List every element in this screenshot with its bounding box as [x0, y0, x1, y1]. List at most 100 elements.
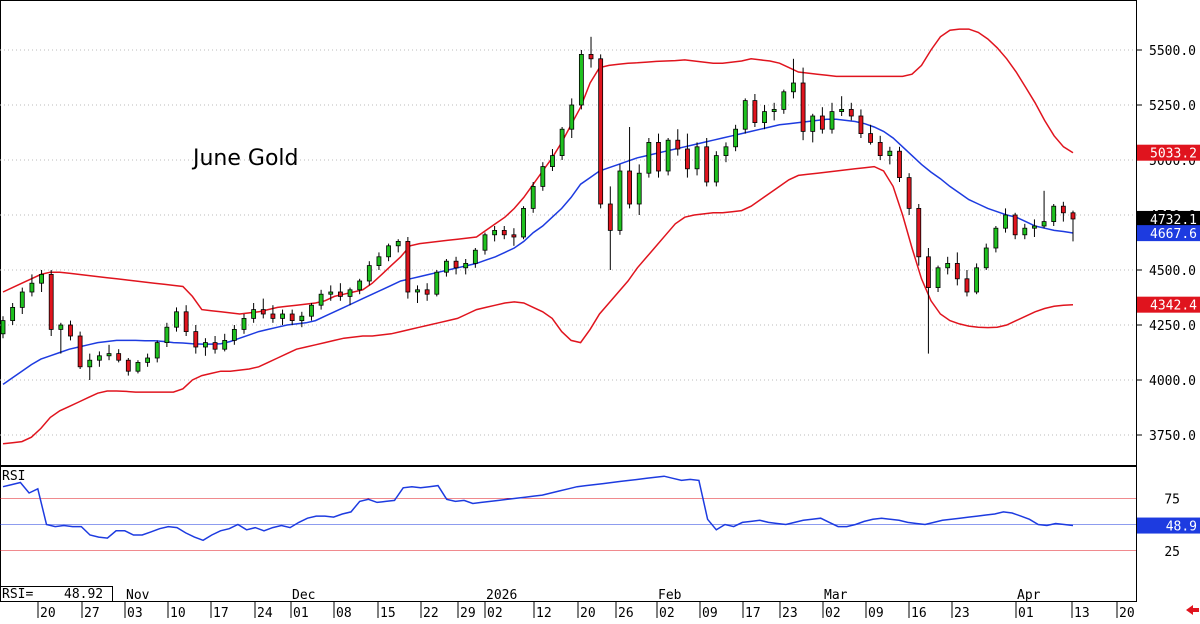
candle [578, 50, 584, 110]
x-tick-label: 08 [336, 606, 352, 621]
candle [945, 256, 951, 275]
candle [212, 336, 218, 354]
x-tick-label: 03 [127, 606, 143, 621]
x-tick-label: 23 [954, 606, 970, 621]
candle-body [511, 234, 517, 238]
candle [791, 58, 796, 99]
candle-body [193, 331, 199, 348]
candle-body [1003, 214, 1008, 229]
bollinger-band-line [2, 165, 1074, 445]
candle-body [174, 311, 179, 328]
candle-body [791, 82, 796, 93]
candle [1012, 212, 1018, 240]
price-label-box [1137, 296, 1200, 313]
candle-body [588, 54, 594, 60]
candle [1032, 219, 1037, 237]
candle [68, 320, 73, 341]
price-label-text: 5033.2 [1150, 147, 1197, 162]
candle-body [328, 291, 334, 295]
candle-body [251, 309, 257, 319]
candle [550, 149, 555, 171]
candle-body [819, 115, 825, 130]
candle [376, 252, 382, 270]
candle-body [309, 304, 314, 317]
candle [530, 182, 536, 213]
candle [183, 305, 189, 336]
candle-body [395, 240, 401, 247]
x-tick-label: 27 [84, 606, 100, 621]
candle-body [19, 291, 25, 308]
rsi-y-tick-label: 25 [1164, 545, 1180, 560]
x-tick-label: 24 [257, 606, 273, 621]
candle [203, 338, 208, 356]
candle-body [993, 227, 999, 249]
candle-body [145, 357, 150, 363]
candle [116, 349, 122, 363]
candle-body [424, 289, 430, 295]
y-tick-label: 3750.0 [1149, 429, 1196, 444]
price-label-box [1137, 225, 1200, 242]
candle-body [781, 91, 787, 110]
candle-body [704, 146, 710, 183]
candle-body [839, 109, 845, 113]
candle [395, 239, 401, 253]
candle [598, 54, 604, 209]
price-label-box [1137, 144, 1200, 161]
candle-body [858, 115, 864, 135]
x-tick-label: 10 [170, 606, 186, 621]
candle-body [366, 265, 372, 282]
candle [174, 307, 179, 332]
candle-body [752, 100, 758, 123]
candle [954, 252, 960, 286]
price-label: 5033.2 [1137, 144, 1200, 162]
candle-body [492, 229, 498, 236]
candle [10, 303, 16, 325]
candle-body [154, 342, 160, 359]
candle [453, 256, 459, 275]
candle [251, 303, 257, 323]
candle [868, 124, 873, 145]
bollinger-band-line [2, 28, 1074, 315]
candle [656, 133, 661, 178]
price-label-text: 4732.1 [1150, 213, 1197, 228]
candle [434, 270, 440, 297]
candle-body [444, 260, 449, 273]
candle [810, 113, 816, 143]
candle-body [694, 146, 700, 170]
candle-body [125, 359, 131, 372]
candle [222, 333, 228, 352]
candle-body [617, 170, 623, 231]
x-tick-label: 09 [868, 606, 884, 621]
candle-body [58, 324, 64, 330]
candle [154, 340, 160, 363]
candle [366, 261, 372, 286]
candle-body [357, 280, 363, 291]
candle [318, 289, 324, 310]
candle [1070, 210, 1076, 242]
x-tick-label: 02 [659, 606, 675, 621]
candle [935, 265, 941, 292]
candle-body [877, 141, 883, 156]
candle [241, 314, 247, 334]
rsi-last-text: 48.9 [1166, 520, 1197, 535]
scroll-left-arrow-icon[interactable] [1186, 605, 1199, 615]
candle-body [260, 309, 266, 315]
candle [733, 124, 739, 152]
y-tick-label: 4000.0 [1149, 374, 1196, 389]
candle [1022, 223, 1028, 240]
candle-body [810, 115, 816, 132]
candle-body [646, 141, 652, 174]
candle-body [77, 335, 83, 368]
price-label: 4732.1 [1137, 210, 1200, 228]
moving-average-line [2, 118, 1074, 386]
candle [145, 353, 150, 367]
rsi-title: RSI [2, 469, 25, 484]
candle-body [974, 267, 980, 293]
candle [405, 237, 411, 299]
candle-body [762, 111, 767, 123]
candle-body [270, 313, 276, 319]
month-label: Apr [1017, 588, 1041, 603]
candle-body [829, 111, 835, 130]
month-label: 2026 [486, 588, 517, 603]
candle [607, 186, 613, 270]
